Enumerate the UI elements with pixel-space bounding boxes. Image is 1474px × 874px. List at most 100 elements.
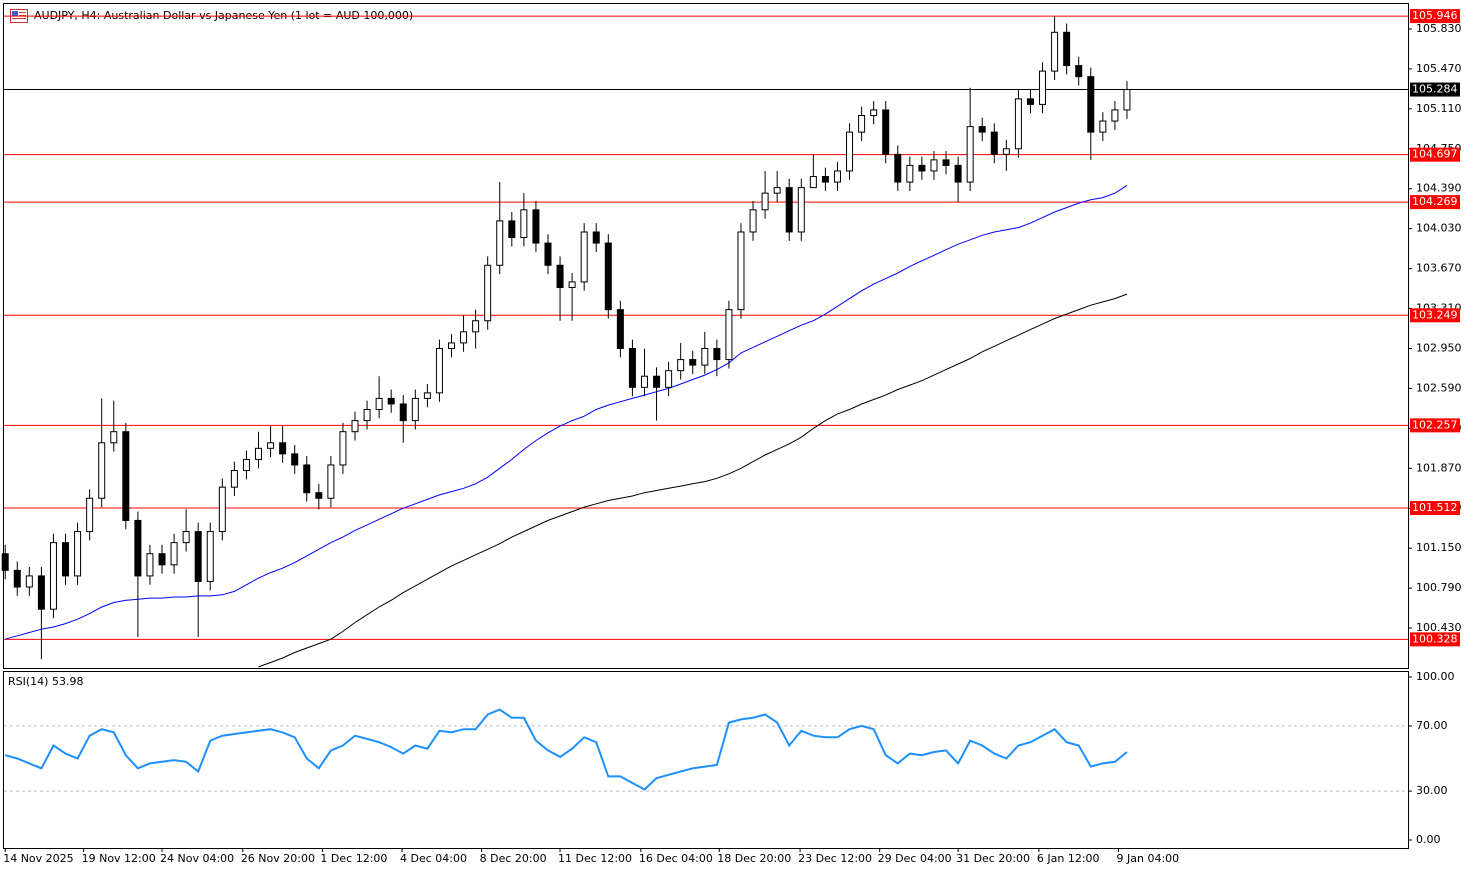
y-tick-label: 100.790 xyxy=(1416,581,1462,594)
candle-body xyxy=(255,447,263,460)
candle-body xyxy=(556,264,564,288)
candle-body xyxy=(435,347,443,394)
candle-body xyxy=(930,159,938,172)
candle-body xyxy=(1111,109,1119,122)
candle-body xyxy=(761,192,769,211)
candle-body xyxy=(846,131,854,172)
candle-body xyxy=(303,464,311,494)
candle-body xyxy=(267,442,275,449)
candle-body xyxy=(230,470,238,488)
candle-body xyxy=(809,176,817,189)
candle-body xyxy=(13,569,21,588)
candle-body xyxy=(773,187,781,194)
x-tick-label: 11 Dec 12:00 xyxy=(558,852,632,865)
candle-body xyxy=(1051,31,1059,72)
y-tick-label: 104.030 xyxy=(1416,222,1462,235)
level-label-box xyxy=(1410,308,1460,323)
candle-body xyxy=(86,497,94,533)
x-tick-label: 14 Nov 2025 xyxy=(3,852,73,865)
level-label: 104.269 xyxy=(1412,195,1458,208)
candle-body xyxy=(520,209,528,239)
x-tick-label: 29 Dec 04:00 xyxy=(878,852,952,865)
candle-body xyxy=(74,531,82,577)
current-price-box xyxy=(1410,82,1460,97)
candle-body xyxy=(833,170,841,183)
rsi-tick-label: 100.00 xyxy=(1416,670,1455,683)
x-tick-label: 1 Dec 12:00 xyxy=(320,852,387,865)
candle-body xyxy=(110,431,118,444)
candle-body xyxy=(1063,31,1071,67)
x-tick-label: 8 Dec 20:00 xyxy=(480,852,547,865)
candle-body xyxy=(158,553,166,566)
candle-body xyxy=(472,320,480,333)
rsi-title: RSI(14) 53.98 xyxy=(8,675,83,688)
level-label-box xyxy=(1410,632,1460,647)
candle-body xyxy=(821,176,829,183)
candle-body xyxy=(279,442,287,455)
y-tick-label: 105.470 xyxy=(1416,62,1462,75)
candle-body xyxy=(339,431,347,466)
candle-body xyxy=(508,220,516,239)
candle-body xyxy=(701,347,709,366)
candle-body xyxy=(291,453,299,466)
candle-body xyxy=(966,126,974,183)
candle-body xyxy=(954,164,962,183)
candle-body xyxy=(447,342,455,349)
rsi-tick-label: 30.00 xyxy=(1416,784,1448,797)
candle-body xyxy=(749,209,757,233)
x-tick-label: 19 Nov 12:00 xyxy=(82,852,156,865)
level-label-box xyxy=(1410,195,1460,210)
candle-body xyxy=(665,370,673,388)
candle-body xyxy=(713,347,721,361)
candle-body xyxy=(194,531,202,582)
level-label: 105.946 xyxy=(1412,9,1458,22)
candle-body xyxy=(182,531,190,544)
moving-average xyxy=(5,184,1128,640)
x-tick-label: 9 Jan 04:00 xyxy=(1117,852,1180,865)
candle-body xyxy=(653,375,661,388)
candle-body xyxy=(616,309,624,349)
candle-body xyxy=(399,403,407,422)
candle-body xyxy=(785,187,793,233)
candle-body xyxy=(1002,148,1010,155)
candle-body xyxy=(532,209,540,244)
candle-body xyxy=(423,392,431,399)
chart-title: AUDJPY, H4: Australian Dollar vs Japanes… xyxy=(34,9,413,22)
y-tick-label: 103.670 xyxy=(1416,262,1462,275)
candle-body xyxy=(544,242,552,266)
candle-body xyxy=(1014,98,1022,150)
candle-body xyxy=(1123,89,1131,111)
candle-body xyxy=(146,553,154,577)
candle-body xyxy=(242,458,250,472)
candle-body xyxy=(218,486,226,533)
candle-body xyxy=(870,109,878,116)
candle-body xyxy=(592,231,600,244)
candle-body xyxy=(170,542,178,566)
level-label: 104.697 xyxy=(1412,148,1458,161)
candle-body xyxy=(387,397,395,405)
rsi-tick-label: 70.00 xyxy=(1416,719,1448,732)
level-label: 103.249 xyxy=(1412,308,1458,321)
candle-body xyxy=(677,359,685,372)
candle-body xyxy=(98,442,106,499)
candle-body xyxy=(1,553,9,571)
x-tick-label: 31 Dec 20:00 xyxy=(956,852,1030,865)
candle-body xyxy=(375,397,383,410)
level-label: 102.257 xyxy=(1412,418,1458,431)
candle-body xyxy=(496,220,504,266)
candle-body xyxy=(363,408,371,422)
candle-body xyxy=(942,159,950,166)
candle-body xyxy=(882,109,890,155)
candle-body xyxy=(122,431,130,521)
candle-body xyxy=(315,492,323,499)
y-tick-label: 102.950 xyxy=(1416,341,1462,354)
level-label: 101.512 xyxy=(1412,501,1458,514)
candle-body xyxy=(1075,65,1083,78)
y-tick-label: 100.430 xyxy=(1416,621,1462,634)
candle-body xyxy=(37,575,45,610)
candle-body xyxy=(1099,120,1107,133)
candle-body xyxy=(351,420,359,433)
candle-body xyxy=(1087,76,1095,133)
candle-body xyxy=(62,542,70,577)
